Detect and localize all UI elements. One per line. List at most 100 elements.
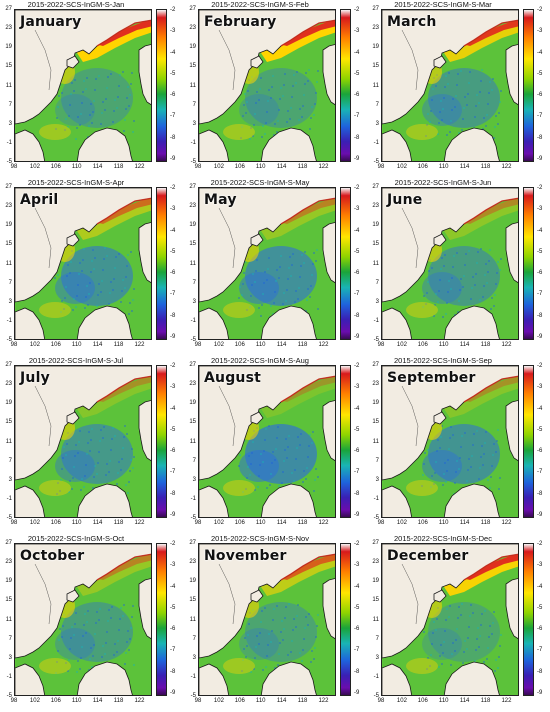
colorbar-tick-label: -9	[537, 689, 543, 696]
map-area: December	[381, 543, 519, 696]
lat-tick-label: 15	[372, 597, 379, 604]
lon-tick-label: 102	[213, 164, 224, 170]
map-panel: 2015-2022-SCS-InGM-S-Jan January 27 23 19 15 1…	[0, 0, 183, 178]
colorbar-tick-label: -8	[537, 668, 543, 675]
map-area: April	[14, 187, 152, 340]
lat-tick-label: -1	[6, 495, 12, 502]
month-label: September	[387, 370, 476, 386]
colorbar	[340, 365, 351, 518]
lat-tick-label: -5	[6, 693, 12, 699]
colorbar-tick-label: -3	[354, 384, 360, 391]
lon-tick-label: 106	[417, 164, 428, 170]
map-panel: 2015-2022-SCS-InGM-S-Sep September 27 23 19 1…	[367, 356, 550, 534]
lon-tick-label: 122	[318, 342, 329, 348]
colorbar-tick-label: -7	[170, 469, 176, 476]
panel-title: 2015-2022-SCS-InGM-S-Sep	[394, 356, 492, 365]
colorbar-tick-label: -5	[170, 70, 176, 77]
map-area: August	[198, 365, 336, 518]
lon-tick-label: 114	[92, 520, 103, 526]
lon-tick-label: 98	[10, 520, 18, 526]
lat-tick-label: 11	[5, 260, 12, 267]
panel-title: 2015-2022-SCS-InGM-S-Nov	[211, 534, 309, 543]
colorbar	[523, 543, 534, 696]
lat-tick-label: 19	[5, 400, 12, 407]
lon-tick-label: 114	[459, 342, 470, 348]
colorbar-tick-label: -5	[354, 426, 360, 433]
colorbar-tick-label: -6	[170, 92, 176, 98]
colorbar-tick-label: -3	[537, 206, 543, 213]
lon-tick-label: 118	[297, 520, 308, 526]
lat-tick-label: 7	[375, 101, 379, 108]
month-label: January	[20, 14, 82, 30]
lon-tick-label: 118	[480, 342, 491, 348]
lon-tick-label: 110	[255, 164, 266, 170]
lat-tick-label: 27	[189, 540, 196, 546]
colorbar-tick-label: -5	[354, 70, 360, 77]
lat-tick-label: 3	[375, 298, 379, 305]
lon-tick-label: 98	[377, 698, 385, 704]
lon-tick-label: 106	[50, 698, 61, 704]
colorbar-tick-label: -9	[170, 689, 176, 696]
lon-tick-label: 122	[134, 698, 145, 704]
lat-tick-label: 19	[372, 400, 379, 407]
colorbar-tick-label: -9	[170, 155, 176, 162]
lon-tick-label: 106	[50, 164, 61, 170]
lon-tick-label: 122	[134, 164, 145, 170]
lat-tick-label: 11	[5, 616, 12, 623]
lon-tick-label: 106	[234, 520, 245, 526]
panel-title: 2015-2022-SCS-InGM-S-Aug	[211, 356, 309, 365]
lat-tick-label: 19	[189, 222, 196, 229]
map-area: May	[198, 187, 336, 340]
colorbar-tick-label: -9	[170, 511, 176, 518]
colorbar-tick-label: -6	[354, 448, 360, 454]
colorbar-tick-label: -3	[170, 562, 176, 569]
lat-tick-label: 3	[192, 654, 196, 661]
lon-tick-label: 110	[438, 342, 449, 348]
colorbar-tick-label: -2	[170, 541, 176, 547]
lat-tick-label: 7	[375, 457, 379, 464]
lat-tick-label: 27	[189, 184, 196, 190]
colorbar-tick-label: -9	[354, 511, 360, 518]
lat-tick-label: 15	[5, 241, 12, 248]
colorbar-tick-label: -9	[537, 333, 543, 340]
lat-tick-label: 11	[372, 438, 379, 445]
lat-tick-label: 7	[192, 457, 196, 464]
colorbar-tick-label: -7	[537, 291, 543, 298]
lat-tick-label: 19	[189, 44, 196, 51]
lat-tick-label: 15	[372, 63, 379, 70]
lat-tick-label: 7	[8, 457, 12, 464]
lat-tick-label: 3	[192, 298, 196, 305]
colorbar-tick-label: -2	[354, 7, 360, 13]
colorbar-tick-label: -9	[354, 155, 360, 162]
lat-tick-label: 27	[372, 6, 379, 12]
colorbar-tick-label: -5	[354, 604, 360, 611]
map-area: October	[14, 543, 152, 696]
colorbar-tick-label: -4	[354, 227, 360, 234]
lat-tick-label: 23	[189, 25, 196, 32]
colorbar-tick-label: -3	[354, 562, 360, 569]
lon-tick-label: 102	[29, 342, 40, 348]
month-label: April	[20, 192, 59, 208]
colorbar-tick-label: -7	[537, 469, 543, 476]
lat-tick-label: 27	[372, 184, 379, 190]
lat-tick-label: 3	[192, 476, 196, 483]
lat-tick-label: 7	[8, 101, 12, 108]
colorbar-tick-label: -9	[354, 333, 360, 340]
colorbar-tick-label: -4	[170, 405, 176, 412]
colorbar-tick-label: -6	[537, 626, 543, 632]
colorbar	[523, 365, 534, 518]
lat-tick-label: 3	[8, 654, 12, 661]
lon-tick-label: 110	[71, 520, 82, 526]
lat-tick-label: 27	[372, 362, 379, 368]
colorbar-tick-label: -8	[354, 490, 360, 497]
colorbar	[156, 9, 167, 162]
colorbar-tick-label: -6	[537, 448, 543, 454]
colorbar-tick-label: -5	[537, 248, 543, 255]
lat-tick-label: -5	[6, 515, 12, 521]
lat-tick-label: -1	[6, 673, 12, 680]
lon-tick-label: 118	[480, 164, 491, 170]
colorbar-tick-label: -7	[170, 291, 176, 298]
month-label: May	[204, 192, 237, 208]
colorbar-tick-label: -5	[170, 248, 176, 255]
lat-tick-label: -1	[6, 317, 12, 324]
